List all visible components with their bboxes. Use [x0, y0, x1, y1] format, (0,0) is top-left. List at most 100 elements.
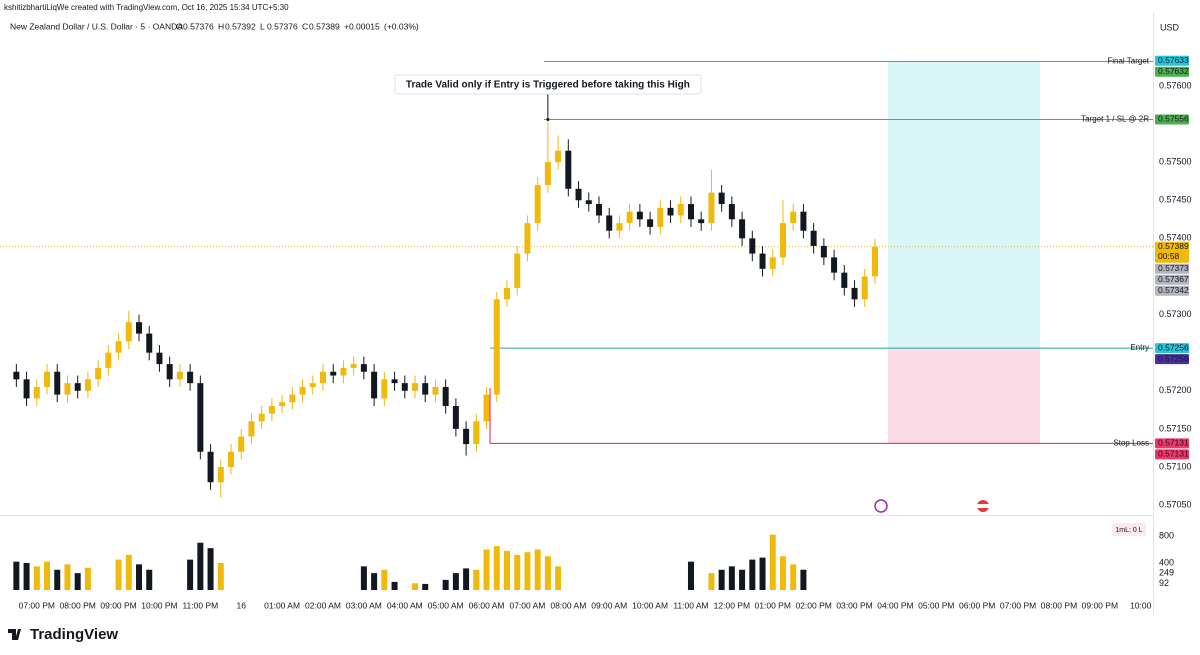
candle-body [861, 276, 868, 300]
candle-body [698, 219, 705, 224]
candle-body [514, 253, 521, 288]
candle-body [411, 383, 418, 391]
candle-body [432, 386, 439, 395]
volume-bar [146, 569, 153, 590]
candle-body [442, 386, 449, 407]
candle-body [769, 257, 776, 269]
candle-body [299, 386, 306, 395]
x-tick-label: 09:00 AM [591, 600, 627, 610]
x-tick-label: 01:00 PM [755, 600, 791, 610]
candle-body [687, 204, 694, 220]
candle-body [595, 204, 602, 216]
y-tick-label: 0.57450 [1159, 195, 1192, 205]
candle-body [84, 379, 91, 391]
candle-body [54, 371, 61, 395]
candle-body [422, 383, 429, 395]
price-tag-label: 0.57131 [1158, 449, 1189, 459]
candle-body [268, 406, 275, 414]
legend-value: 0.57376 [183, 21, 214, 31]
x-tick-label: 16 [236, 600, 246, 610]
x-tick-label: 11:00 AM [673, 600, 708, 610]
loss-zone [888, 348, 1040, 444]
volume-bar [493, 546, 500, 590]
volume-tick-label: 800 [1159, 530, 1174, 540]
x-tick-label: 03:00 AM [346, 600, 382, 610]
volume-bar [473, 569, 480, 590]
x-tick-label: 09:00 PM [100, 600, 136, 610]
volume-bar [687, 561, 694, 590]
candle-body [452, 406, 459, 429]
candle-body [197, 383, 204, 452]
candle-body [381, 379, 388, 399]
volume-bar [442, 579, 449, 590]
x-tick-label: 08:00 AM [550, 600, 586, 610]
x-tick-label: 10:00 AM [632, 600, 668, 610]
price-tag [1155, 241, 1189, 263]
candle-body [503, 287, 510, 300]
y-tick-label: 0.57500 [1159, 157, 1192, 167]
volume-bar [728, 566, 735, 590]
candle-body [330, 371, 337, 376]
candle-body [565, 150, 572, 189]
volume-bar [463, 568, 470, 590]
x-tick-label: 01:00 AM [264, 600, 300, 610]
candle-body [187, 371, 194, 384]
volume-bar [800, 569, 807, 590]
price-tag-label: 0.57256 [1158, 353, 1189, 363]
y-tick-label: 0.57050 [1159, 499, 1192, 509]
flag-stripe [976, 504, 990, 508]
volume-bar [54, 569, 61, 590]
y-tick-label: 0.57100 [1159, 461, 1192, 471]
y-tick-label: 0.57150 [1159, 423, 1192, 433]
x-tick-label: 06:00 AM [469, 600, 505, 610]
candle-body [13, 371, 20, 380]
legend-value: 0.57376 [267, 21, 298, 31]
price-tag [1155, 438, 1189, 449]
candle-body [473, 421, 480, 445]
candle-body [534, 185, 541, 224]
volume-bar [779, 556, 786, 590]
candle-body [391, 379, 398, 384]
volume-bar [544, 556, 551, 590]
volume-bar [739, 569, 746, 590]
legend-key: L [260, 21, 265, 31]
candle-body [759, 253, 766, 269]
volume-bar [64, 564, 71, 590]
candle-body [555, 150, 562, 163]
legend-key: H [218, 21, 224, 31]
x-tick-label: 02:00 PM [795, 600, 831, 610]
volume-bar [411, 583, 418, 590]
candle-body [166, 364, 173, 380]
candle-body [309, 383, 316, 387]
volume-bar [371, 573, 378, 590]
candle-body [677, 204, 684, 216]
candle-body [831, 257, 838, 273]
price-tag [1155, 263, 1189, 274]
candle-body [258, 413, 265, 422]
volume-bar [422, 583, 429, 590]
candle-body [401, 383, 408, 391]
volume-bar [207, 548, 214, 590]
candle-body [575, 188, 582, 201]
x-tick-label: 10:00 [1130, 600, 1152, 610]
level-label: Final Target [1107, 57, 1149, 66]
candle-body [176, 371, 183, 380]
x-tick-label: 02:00 AM [305, 600, 341, 610]
event-icon[interactable] [874, 499, 888, 513]
candle-body [207, 451, 214, 483]
volume-bar [115, 559, 122, 590]
price-tag [1155, 114, 1189, 125]
x-tick-label: 06:00 PM [959, 600, 995, 610]
price-tag-label: 0.57373 [1158, 263, 1189, 273]
volume-bar [13, 561, 20, 590]
volume-bar [217, 562, 224, 590]
candle-body [739, 219, 746, 239]
volume-bar [391, 581, 398, 590]
level-label: Entry [1130, 343, 1149, 352]
candle-body [44, 371, 51, 387]
price-tag [1155, 66, 1189, 77]
volume-indicator-box [1112, 523, 1146, 536]
candle-body [279, 402, 286, 407]
candle-body [340, 367, 347, 376]
candle-body [718, 192, 725, 205]
